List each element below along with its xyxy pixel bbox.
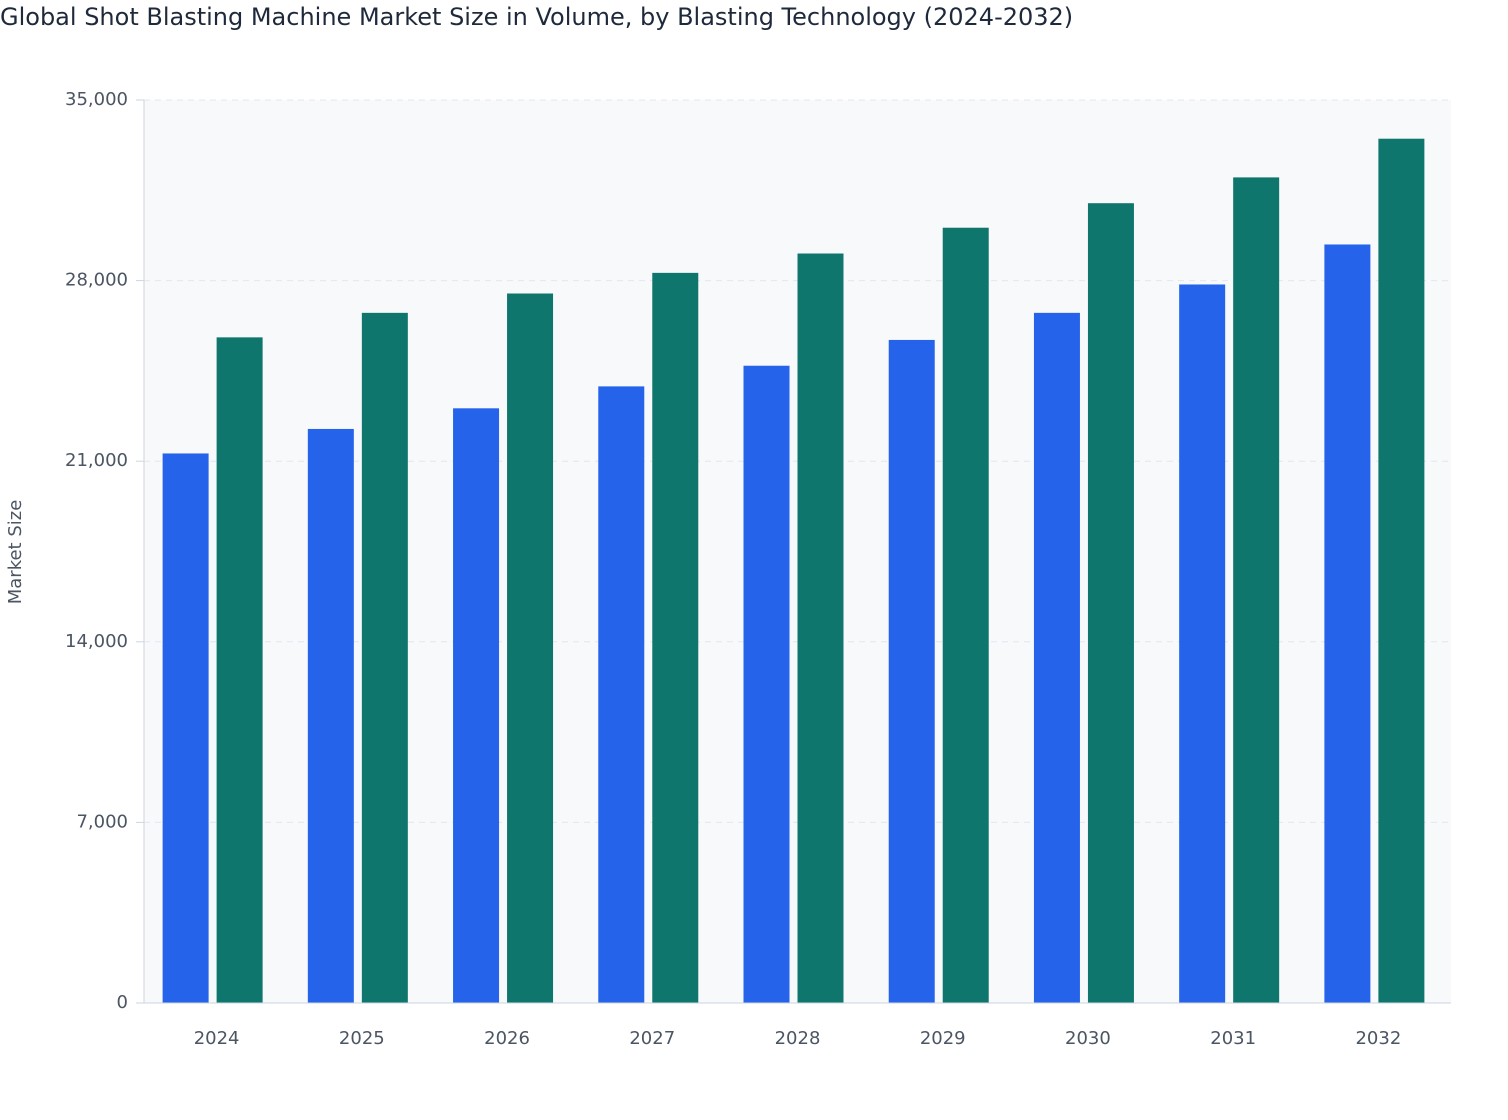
x-tick-label: 2025 [339, 1028, 385, 1049]
x-tick-label: 2030 [1065, 1028, 1111, 1049]
x-tick-label: 2026 [484, 1028, 530, 1049]
bar [942, 227, 989, 1003]
y-tick-label: 35,000 [65, 89, 128, 110]
chart-title: Global Shot Blasting Machine Market Size… [0, 3, 1073, 31]
y-tick-label: 14,000 [65, 631, 128, 652]
y-axis-label: Market Size [5, 500, 26, 605]
bar [507, 293, 554, 1003]
x-tick-label: 2024 [194, 1028, 240, 1049]
bar [216, 337, 263, 1003]
x-tick-label: 2028 [775, 1028, 821, 1049]
bar [453, 408, 500, 1003]
x-tick-label: 2027 [629, 1028, 675, 1049]
bar [797, 253, 844, 1003]
bar [162, 453, 209, 1004]
bar [1324, 244, 1371, 1004]
bar [1033, 312, 1080, 1004]
bar [1233, 177, 1280, 1003]
x-tick-label: 2029 [920, 1028, 966, 1049]
bar [743, 365, 790, 1003]
x-tick-label: 2032 [1355, 1028, 1401, 1049]
y-tick-label: 28,000 [65, 270, 128, 291]
y-tick-label: 7,000 [76, 811, 128, 832]
y-tick-label: 0 [117, 992, 128, 1013]
x-tick-label: 2031 [1210, 1028, 1256, 1049]
bar [1087, 203, 1134, 1003]
bar [652, 272, 699, 1003]
bar [1179, 284, 1226, 1004]
bar [888, 339, 935, 1003]
bar [361, 312, 408, 1004]
bar [307, 428, 354, 1003]
bar [598, 386, 645, 1003]
y-tick-label: 21,000 [65, 450, 128, 471]
bar [1378, 138, 1425, 1003]
